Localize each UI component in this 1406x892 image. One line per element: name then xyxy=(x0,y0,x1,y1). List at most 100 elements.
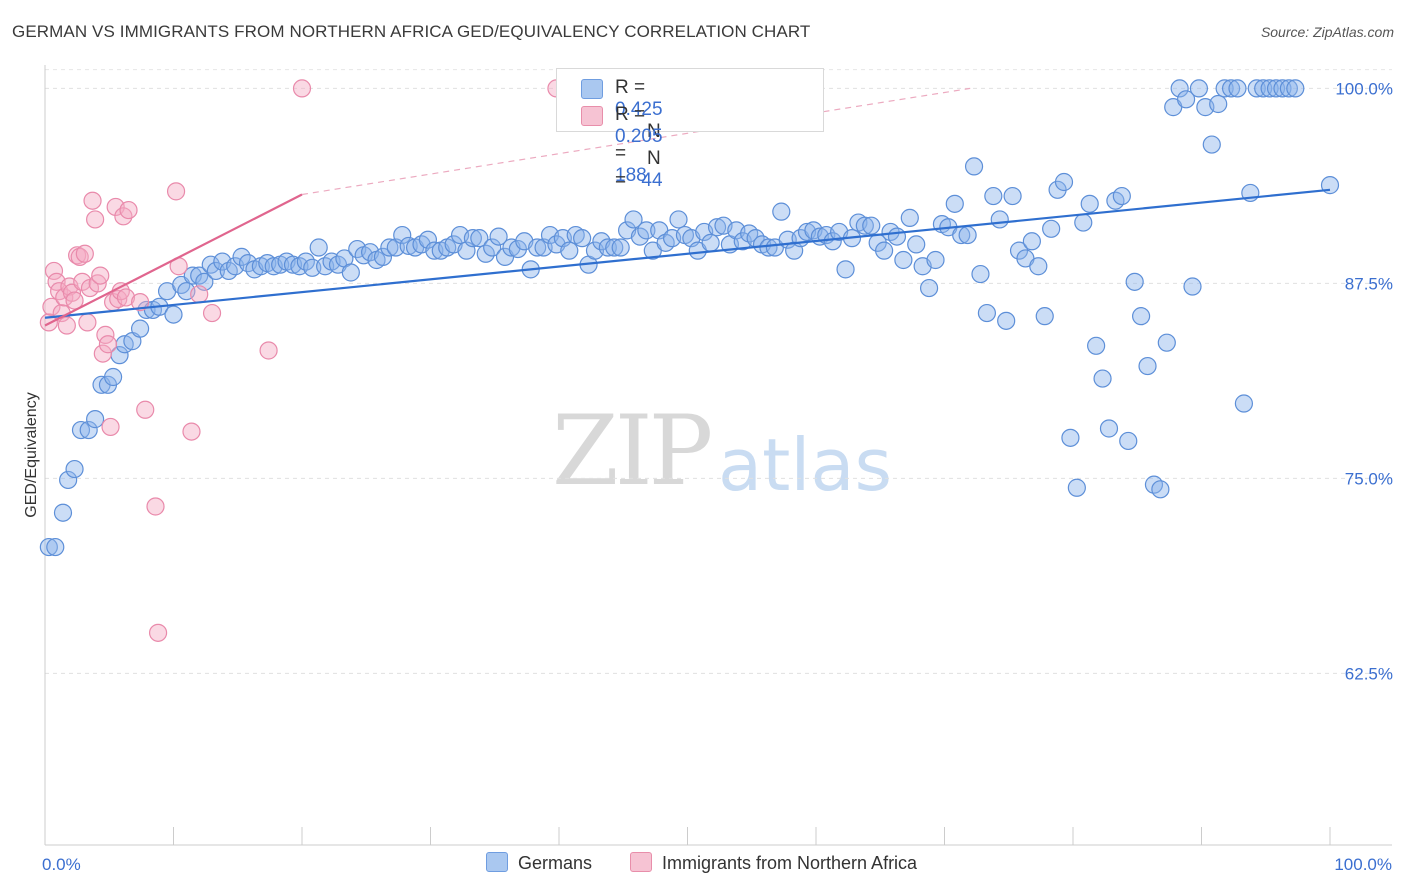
point-immigrants xyxy=(136,400,155,419)
y-tick-label: 87.5% xyxy=(1345,274,1393,293)
point-germans xyxy=(1273,79,1292,98)
point-germans xyxy=(900,208,919,227)
legend-swatch-germans xyxy=(581,79,603,99)
point-germans xyxy=(984,186,1003,206)
point-germans xyxy=(53,503,73,522)
legend-stats-immigrants: R = 0.205N = 44 xyxy=(615,104,663,192)
legend-r-value: 0.425 xyxy=(615,99,663,120)
point-germans xyxy=(894,250,913,270)
point-immigrants xyxy=(75,244,94,263)
point-immigrants xyxy=(116,288,136,307)
trendline-immigrants-extension xyxy=(301,87,971,196)
point-immigrants xyxy=(57,316,76,335)
point-germans xyxy=(1003,186,1022,206)
legend-r-label: R = xyxy=(615,77,646,98)
point-germans xyxy=(919,278,939,298)
point-germans xyxy=(1067,478,1086,497)
point-germans xyxy=(1228,79,1247,98)
point-germans xyxy=(1279,79,1298,98)
point-germans xyxy=(1080,194,1099,213)
point-germans xyxy=(1112,186,1131,206)
point-germans xyxy=(1074,213,1093,232)
legend-n-label: N = xyxy=(615,121,661,164)
point-germans xyxy=(862,216,881,235)
point-germans xyxy=(1054,172,1074,192)
point-germans xyxy=(206,261,226,281)
point-germans xyxy=(1176,90,1196,109)
point-germans xyxy=(1119,431,1138,451)
bottom-legend-label-germans: Germans xyxy=(518,853,593,873)
legend-swatch-immigrants xyxy=(581,106,603,126)
point-germans xyxy=(1215,79,1234,98)
point-germans xyxy=(669,210,688,229)
point-germans xyxy=(1132,307,1151,326)
point-germans xyxy=(958,225,977,245)
point-germans xyxy=(1183,277,1202,296)
point-immigrants xyxy=(101,417,120,437)
point-germans xyxy=(1221,79,1241,98)
point-germans xyxy=(1138,356,1157,376)
point-germans xyxy=(373,247,393,266)
point-germans xyxy=(1029,257,1048,276)
point-germans xyxy=(79,420,98,440)
bottom-legend-swatch-germans xyxy=(486,852,508,872)
legend-stats-germans: R = 0.425N = 188 xyxy=(615,77,663,187)
trendline-germans xyxy=(44,188,1331,319)
bottom-legend-label-immigrants: Immigrants from Northern Africa xyxy=(662,853,918,873)
point-germans xyxy=(990,210,1009,229)
point-immigrants xyxy=(190,285,209,304)
point-germans xyxy=(945,194,964,213)
point-immigrants xyxy=(166,182,186,201)
point-immigrants xyxy=(119,200,138,220)
trendline-immigrants xyxy=(44,193,303,327)
y-axis-label: GED/Equivalency xyxy=(23,392,40,517)
point-germans xyxy=(1125,272,1144,291)
point-germans xyxy=(772,202,791,221)
point-germans xyxy=(836,260,855,279)
point-germans xyxy=(483,238,502,257)
y-tick-label: 100.0% xyxy=(1335,79,1393,98)
legend-n-label: N = xyxy=(615,148,661,191)
point-immigrants xyxy=(78,313,97,332)
legend-n-value: 188 xyxy=(615,165,647,186)
point-germans xyxy=(470,229,489,248)
point-germans xyxy=(964,157,984,176)
point-immigrants xyxy=(148,623,168,642)
point-germans xyxy=(1170,79,1189,98)
point-germans xyxy=(59,470,78,490)
point-immigrants xyxy=(292,79,312,98)
point-germans xyxy=(611,238,630,257)
chart-title: GERMAN VS IMMIGRANTS FROM NORTHERN AFRIC… xyxy=(12,22,811,41)
point-germans xyxy=(1189,79,1209,98)
x-tick-label: 0.0% xyxy=(42,855,81,874)
point-immigrants xyxy=(83,191,102,210)
point-germans xyxy=(130,319,150,338)
point-germans xyxy=(1087,336,1106,355)
point-germans xyxy=(71,420,91,440)
point-germans xyxy=(701,233,720,252)
point-germans xyxy=(875,241,894,260)
legend-r-label: R = xyxy=(615,104,646,125)
point-germans xyxy=(104,367,123,387)
point-germans xyxy=(971,264,990,284)
point-germans xyxy=(393,225,412,245)
point-germans xyxy=(560,241,579,260)
point-germans xyxy=(605,238,624,257)
point-germans xyxy=(528,238,547,257)
point-germans xyxy=(1151,480,1170,499)
stats-legend: R = 0.425N = 188 R = 0.205N = 44 xyxy=(556,68,824,191)
point-immigrants xyxy=(42,297,61,316)
point-germans xyxy=(637,221,656,240)
x-tick-label: 100.0% xyxy=(1334,855,1392,874)
point-germans xyxy=(1234,394,1254,413)
point-germans xyxy=(1061,428,1080,447)
point-germans xyxy=(418,230,438,249)
point-immigrants xyxy=(146,497,165,516)
point-germans xyxy=(164,305,183,324)
point-germans xyxy=(380,238,399,257)
point-germans xyxy=(823,232,842,251)
point-germans xyxy=(1286,79,1305,98)
point-germans xyxy=(997,311,1016,330)
point-germans xyxy=(489,227,508,246)
point-germans xyxy=(463,229,483,248)
